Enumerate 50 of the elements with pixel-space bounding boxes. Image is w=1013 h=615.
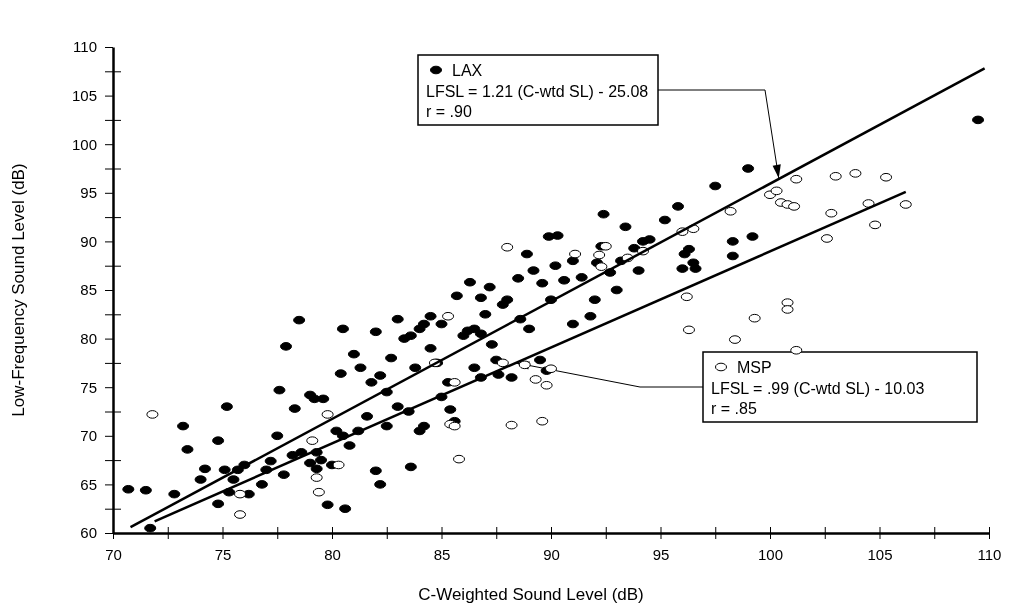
y-tick-label: 100 bbox=[71, 135, 97, 153]
x-tick-label: 105 bbox=[867, 545, 893, 563]
y-tick-label: 65 bbox=[80, 475, 97, 493]
y-tick-label: 105 bbox=[71, 86, 97, 104]
y-tick-label: 80 bbox=[80, 329, 97, 347]
point bbox=[682, 325, 695, 335]
y-axis-title: Low-Frequency Sound Level (dB) bbox=[9, 163, 28, 417]
x-tick-label: 75 bbox=[214, 545, 232, 563]
x-axis-title: C-Weighted Sound Level (dB) bbox=[418, 585, 644, 604]
point bbox=[448, 421, 461, 431]
point bbox=[724, 206, 737, 216]
y-tick-label: 90 bbox=[80, 232, 97, 250]
point bbox=[312, 487, 325, 497]
point bbox=[825, 208, 838, 218]
x-tick-label: 100 bbox=[757, 545, 784, 563]
x-tick-label: 85 bbox=[433, 545, 451, 563]
y-tick-label: 85 bbox=[80, 281, 97, 299]
point bbox=[790, 174, 803, 184]
legend-label: LAX bbox=[452, 62, 483, 79]
x-tick-label: 95 bbox=[652, 545, 670, 563]
point bbox=[540, 380, 553, 390]
point bbox=[505, 420, 518, 430]
point bbox=[869, 220, 882, 230]
point bbox=[442, 311, 455, 321]
x-tick-label: 70 bbox=[105, 545, 122, 563]
point bbox=[748, 313, 761, 323]
point bbox=[790, 345, 803, 355]
point bbox=[770, 186, 783, 196]
point bbox=[599, 241, 612, 251]
point bbox=[453, 454, 466, 464]
y-tick-label: 95 bbox=[80, 184, 97, 202]
y-tick-label: 70 bbox=[80, 427, 97, 445]
point bbox=[880, 172, 893, 182]
y-tick-label: 110 bbox=[73, 38, 97, 56]
annotation: LFSL = .99 (C-wtd SL) - 10.03 r = .85 bbox=[711, 380, 925, 417]
point bbox=[496, 358, 509, 368]
y-tick-label: 75 bbox=[80, 378, 97, 396]
point bbox=[501, 242, 514, 252]
x-tick-label: 80 bbox=[324, 545, 341, 563]
point bbox=[234, 489, 247, 499]
point bbox=[332, 460, 345, 470]
point bbox=[545, 364, 557, 374]
x-tick-label: 110 bbox=[977, 545, 1002, 563]
annotation: LFSL = 1.21 (C-wtd SL) - 25.08 r = .90 bbox=[426, 83, 649, 120]
point bbox=[829, 171, 842, 181]
x-tick-label: 90 bbox=[543, 545, 560, 563]
legend-label: MSP bbox=[737, 359, 772, 376]
point bbox=[680, 292, 693, 302]
y-tick-label: 60 bbox=[80, 524, 97, 542]
point bbox=[536, 416, 549, 426]
